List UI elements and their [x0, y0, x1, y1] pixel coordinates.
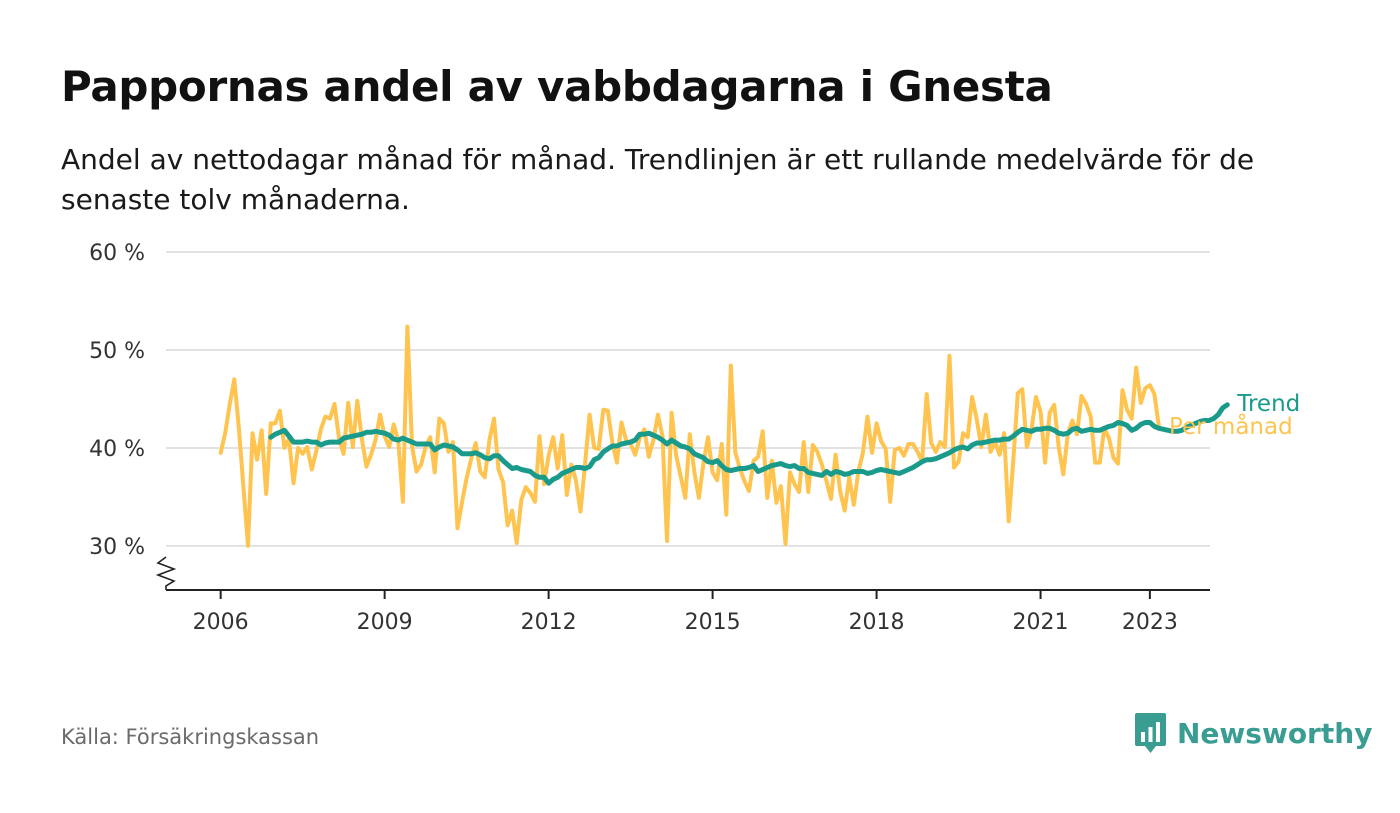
- newsworthy-logo-text: Newsworthy: [1177, 716, 1373, 750]
- source-note: Källa: Försäkringskassan: [61, 725, 320, 749]
- x-axis-ticks: 2006 2009 2012 2015 2018 2021 2023: [193, 590, 1178, 635]
- newsworthy-logo-icon: [1135, 713, 1166, 753]
- chart-title: Pappornas andel av vabbdagarna i Gnesta: [61, 62, 1053, 111]
- newsworthy-logo: Newsworthy: [1134, 711, 1372, 755]
- trend-series-line: [268, 402, 1230, 486]
- x-tick-label: 2021: [1013, 610, 1069, 635]
- grid-lines: [166, 251, 1210, 547]
- x-tick-label: 2018: [849, 610, 905, 635]
- x-tick-label: 2015: [685, 610, 741, 635]
- x-tick-label: 2009: [357, 610, 413, 635]
- x-axis: [155, 556, 1210, 591]
- x-tick-label: 2012: [521, 610, 577, 635]
- x-tick-label: 2006: [193, 610, 249, 635]
- trend-series-label: Trend: [1236, 391, 1300, 417]
- y-tick-label: 40 %: [89, 437, 145, 462]
- y-tick-label: 60 %: [89, 241, 145, 266]
- chart-subtitle: Andel av nettodagar månad för månad. Tre…: [61, 143, 1255, 216]
- axis-break-icon: [155, 556, 177, 590]
- series-lines: [218, 324, 1230, 548]
- y-tick-label: 30 %: [89, 535, 145, 560]
- y-tick-label: 50 %: [89, 339, 145, 364]
- y-axis-ticks: 30 % 40 % 50 % 60 %: [89, 241, 145, 560]
- x-tick-label: 2023: [1122, 610, 1178, 635]
- monthly-series-label: Per månad: [1169, 412, 1293, 440]
